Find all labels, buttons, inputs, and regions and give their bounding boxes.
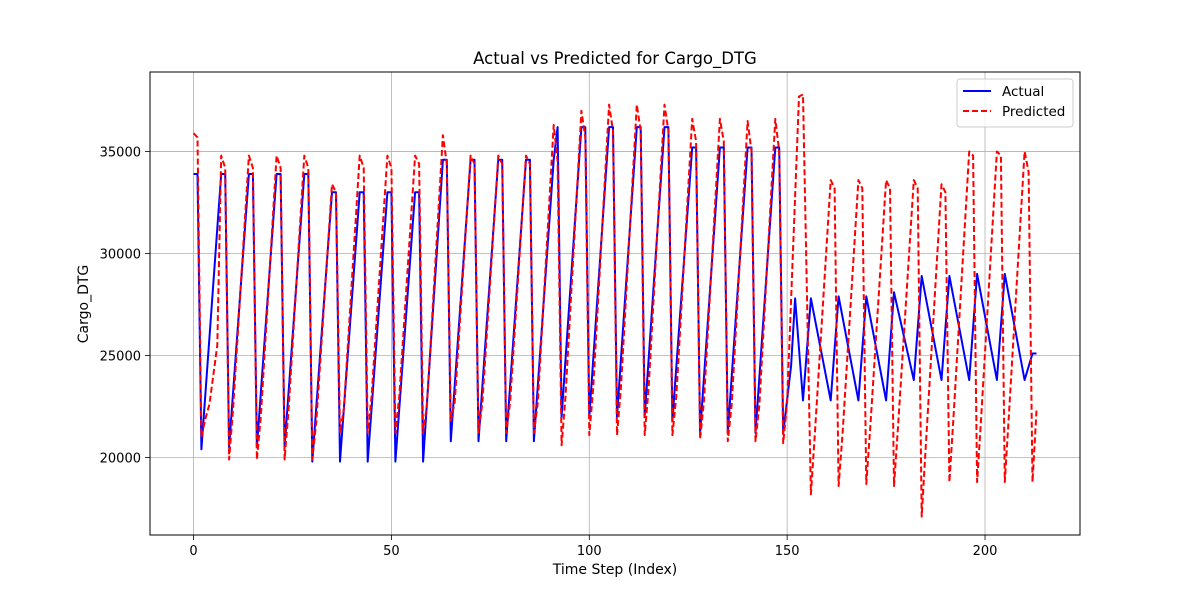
x-tick-label: 150 [775, 544, 800, 559]
y-tick-label: 35000 [100, 146, 141, 161]
legend-label-predicted: Predicted [1002, 104, 1065, 120]
x-tick-label: 100 [577, 544, 602, 559]
axis-ticks: 0 50 100 150 200 20000 25000 30000 35000 [100, 146, 998, 559]
legend: Actual Predicted [956, 78, 1074, 128]
y-axis-label: Cargo_DTG [76, 265, 92, 344]
y-tick-label: 30000 [100, 248, 141, 263]
legend-label-actual: Actual [1002, 84, 1044, 100]
series-line-predicted [192, 93, 1038, 518]
y-tick-label: 25000 [100, 350, 141, 365]
x-axis-label: Time Step (Index) [552, 562, 678, 578]
plot-frame [149, 71, 1081, 536]
x-tick-label: 50 [383, 544, 400, 559]
x-tick-label: 0 [189, 544, 197, 559]
x-tick-label: 200 [973, 544, 998, 559]
chart-title: Actual vs Predicted for Cargo_DTG [473, 49, 757, 69]
series-group [192, 93, 1038, 518]
y-tick-label: 20000 [100, 451, 141, 466]
